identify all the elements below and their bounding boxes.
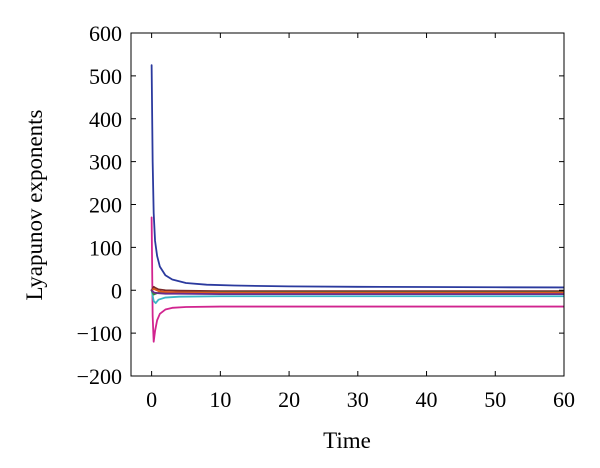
y-tick-label: 400 [89,107,122,132]
y-axis-label: Lyapunov exponents [22,109,47,300]
x-tick-label: 0 [146,387,157,412]
y-tick-label: −200 [77,364,122,389]
x-tick-label: 10 [209,387,231,412]
series-line-1 [150,64,564,289]
y-tick-label: 200 [89,193,122,218]
y-tick-label: 0 [111,278,122,303]
x-tick-label: 20 [278,387,300,412]
x-axis: 0 10 20 30 40 50 60 [146,33,575,412]
y-axis: −200 −100 0 100 200 300 400 500 600 [77,21,564,389]
series-line-4 [150,285,564,293]
plot-area [150,64,564,343]
plot-frame [130,32,565,377]
x-axis-label: Time [323,428,371,453]
x-tick-label: 50 [484,387,506,412]
y-tick-label: 500 [89,64,122,89]
series-line-2 [150,216,564,343]
y-tick-label: 300 [89,150,122,175]
y-tick-label: 600 [89,21,122,46]
x-tick-label: 60 [553,387,575,412]
series-line-7 [150,289,564,296]
series-line-6 [150,288,564,294]
x-tick-label: 30 [347,387,369,412]
y-tick-label: −100 [77,321,122,346]
y-tick-label: 100 [89,235,122,260]
series-line-3 [150,289,564,305]
x-tick-label: 40 [416,387,438,412]
